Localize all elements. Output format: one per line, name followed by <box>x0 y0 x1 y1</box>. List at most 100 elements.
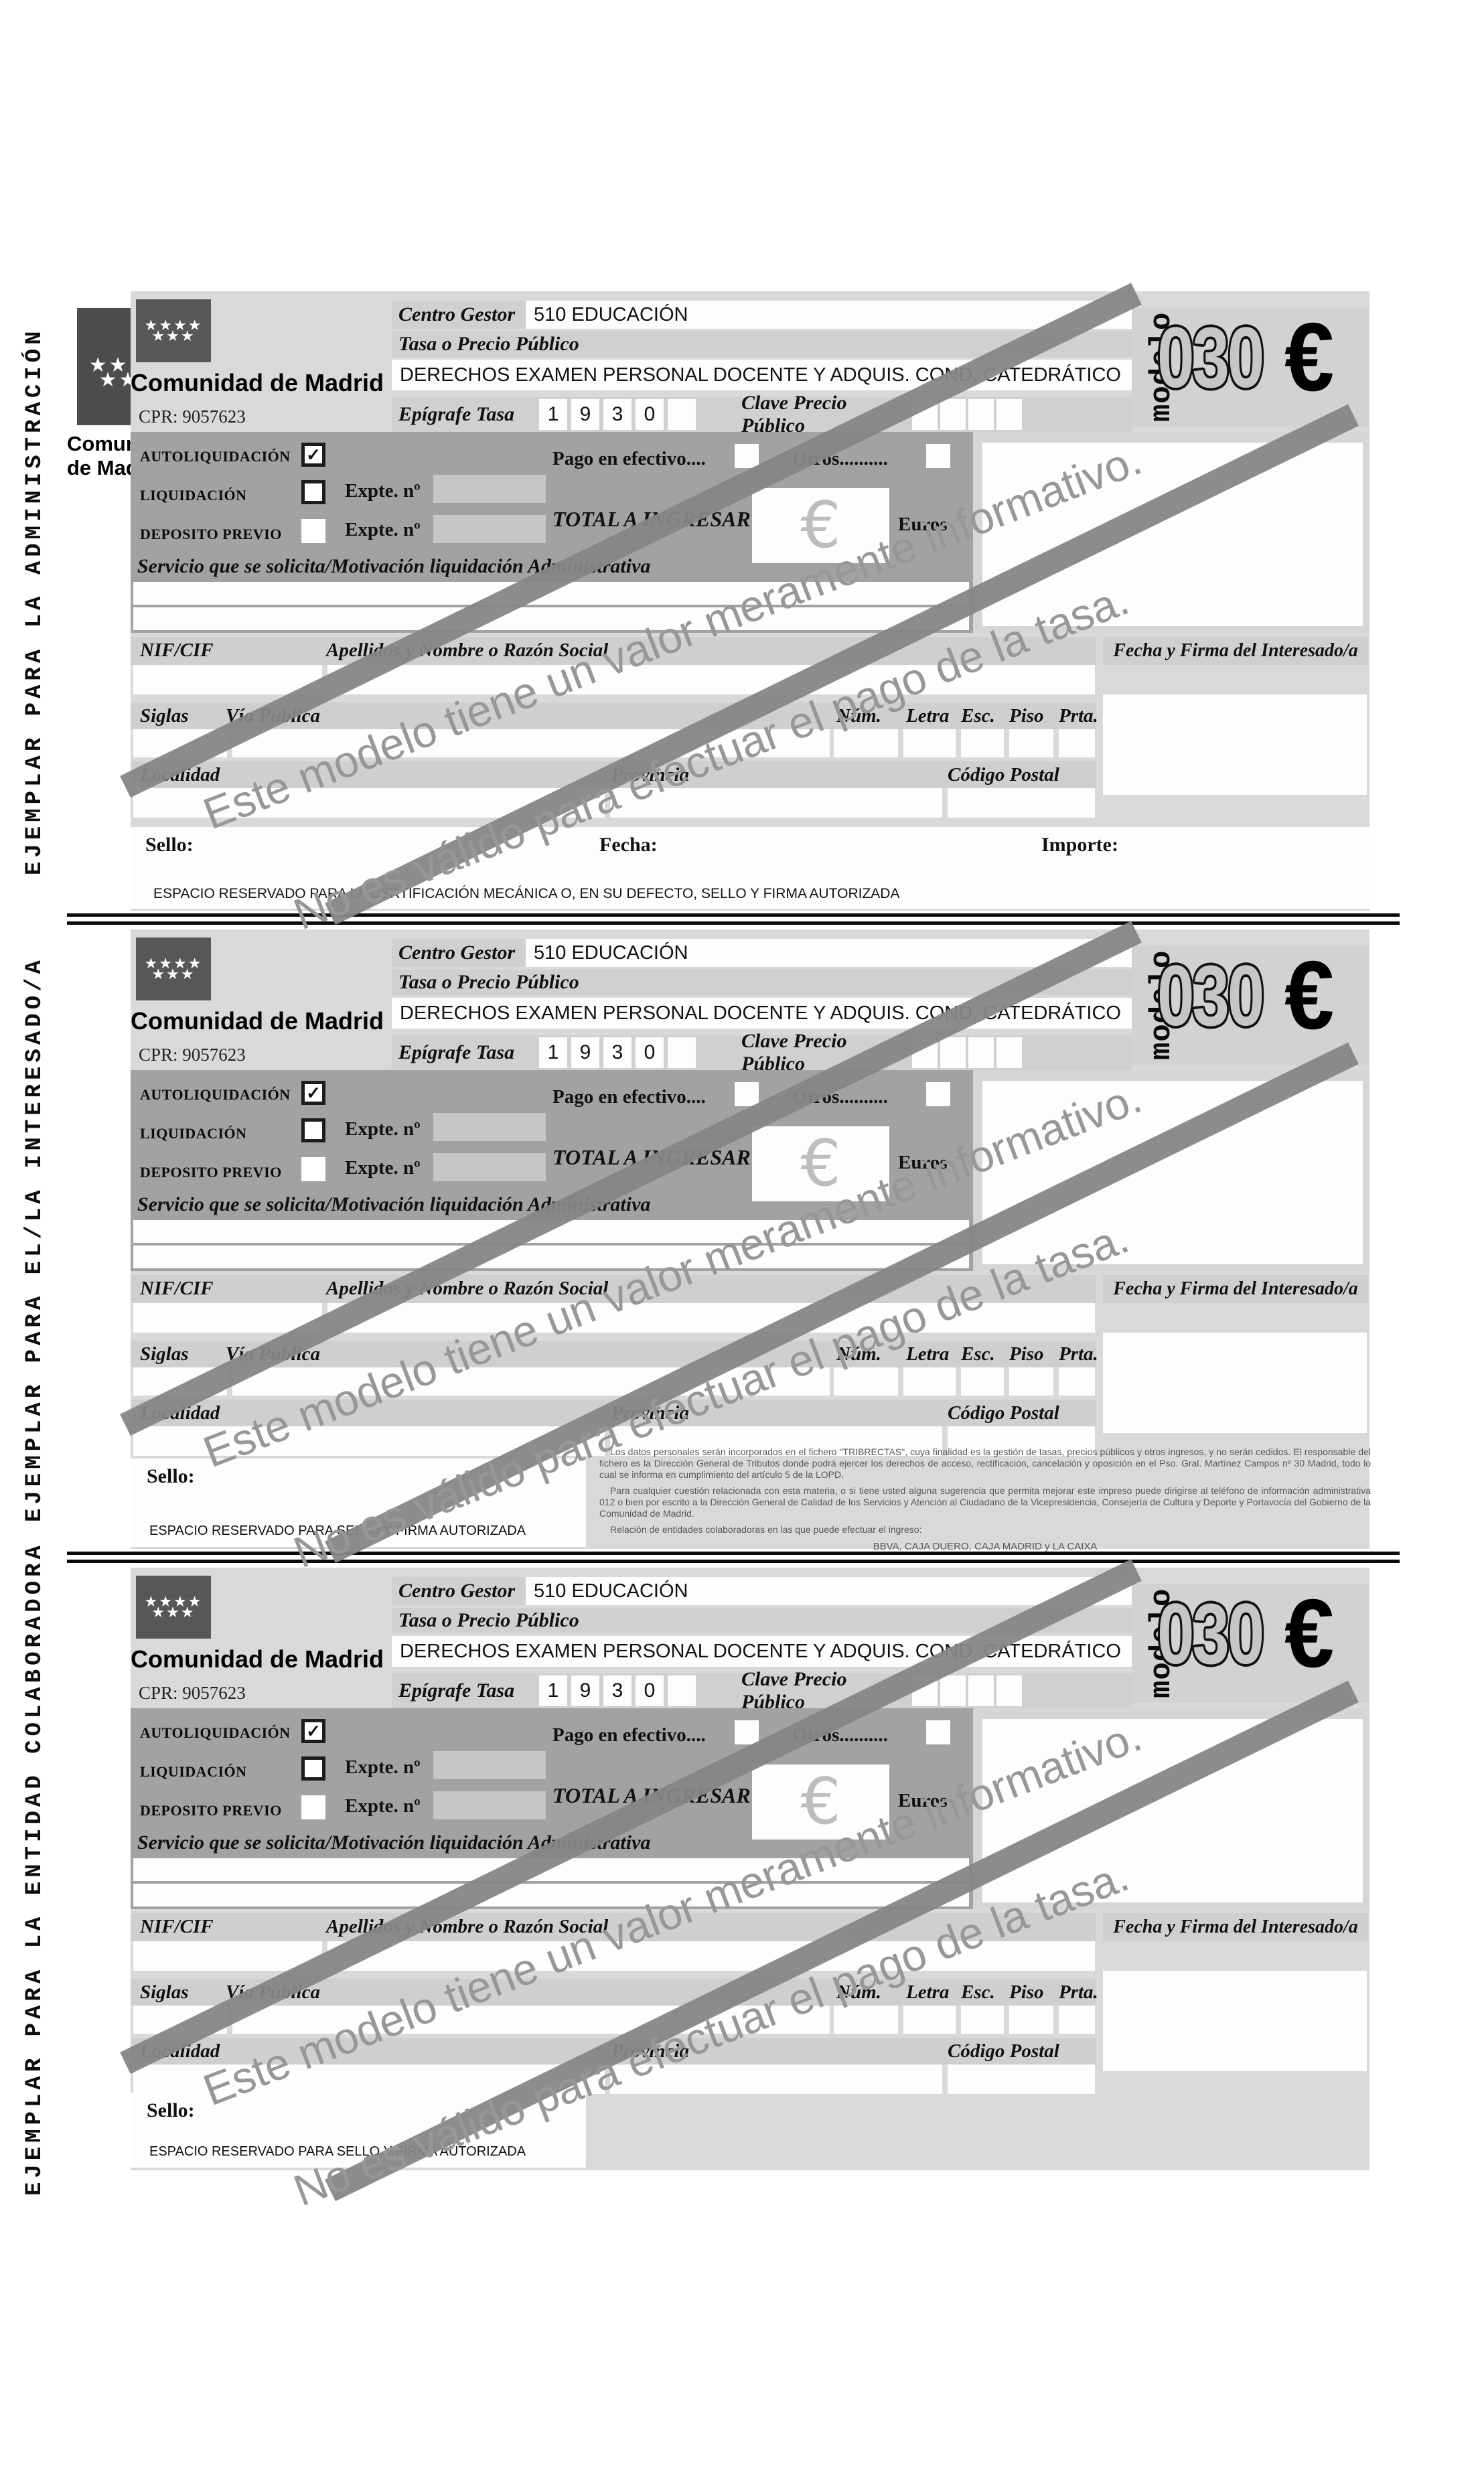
prta-field[interactable] <box>1059 729 1095 757</box>
concepto-value[interactable]: DERECHOS EXAMEN PERSONAL DOCENTE Y ADQUI… <box>392 360 1132 390</box>
epigrafe-digit-box[interactable]: 9 <box>571 399 599 430</box>
deposito-previo-checkbox[interactable] <box>301 1157 325 1181</box>
liquidacion-checkbox[interactable] <box>301 1756 325 1781</box>
liquidacion-checkbox[interactable] <box>301 1118 325 1142</box>
letra-field[interactable] <box>903 2006 956 2034</box>
apellidos-field[interactable] <box>327 665 1095 694</box>
concepto-value[interactable]: DERECHOS EXAMEN PERSONAL DOCENTE Y ADQUI… <box>392 998 1132 1029</box>
fecha-firma-box[interactable] <box>1103 1971 1367 2071</box>
liquidacion-label: LIQUIDACIÓN <box>140 1125 247 1142</box>
brand-title: Comunidad de Madrid <box>131 369 384 396</box>
letra-field[interactable] <box>903 729 956 757</box>
clave-digit-box[interactable] <box>968 399 994 430</box>
expte-label: Expte. nº <box>345 1756 421 1778</box>
num-field[interactable] <box>834 2006 898 2034</box>
blank-box[interactable] <box>982 1719 1363 1902</box>
fecha-firma-box[interactable] <box>1103 1333 1367 1433</box>
epigrafe-digit-box[interactable]: 3 <box>603 1675 632 1706</box>
via-publica-field[interactable] <box>232 729 830 757</box>
epigrafe-digit-box[interactable]: 9 <box>571 1037 599 1068</box>
esc-field[interactable] <box>961 729 1004 757</box>
clave-digit-box[interactable] <box>968 1675 994 1706</box>
liquidacion-checkbox[interactable] <box>301 480 325 504</box>
concepto-value[interactable]: DERECHOS EXAMEN PERSONAL DOCENTE Y ADQUI… <box>392 1636 1132 1667</box>
epigrafe-digit-box[interactable]: 9 <box>571 1675 599 1706</box>
expte-field[interactable] <box>433 1113 546 1141</box>
expte-field[interactable] <box>433 515 546 543</box>
clave-digit-box[interactable] <box>996 399 1022 430</box>
centro-gestor-value[interactable]: 510 EDUCACIÓN <box>526 1577 1132 1605</box>
codigo-postal-field[interactable] <box>948 788 1095 818</box>
prta-field[interactable] <box>1059 2006 1095 2034</box>
apellidos-field[interactable] <box>327 1303 1095 1333</box>
epigrafe-digit-box[interactable]: 1 <box>539 399 567 430</box>
via-publica-field[interactable] <box>232 1367 830 1396</box>
total-amount-field[interactable]: € <box>752 488 889 563</box>
esc-field[interactable] <box>961 2006 1004 2034</box>
epigrafe-digit-box[interactable] <box>668 1675 696 1706</box>
otros-checkbox[interactable] <box>926 1082 950 1106</box>
pago-efectivo-checkbox[interactable] <box>735 1082 759 1106</box>
nif-cif-field[interactable] <box>133 665 322 694</box>
prta-field[interactable] <box>1059 1367 1095 1396</box>
right-panel <box>973 432 1369 633</box>
provincia-field[interactable] <box>610 1426 942 1456</box>
clave-digit-box[interactable] <box>940 399 966 430</box>
blank-box[interactable] <box>982 443 1363 626</box>
clave-digit-box[interactable] <box>940 1675 966 1706</box>
via-publica-field[interactable] <box>232 2006 830 2034</box>
otros-checkbox[interactable] <box>926 1720 950 1744</box>
clave-digit-box[interactable] <box>996 1037 1022 1068</box>
total-amount-field[interactable]: € <box>752 1126 889 1201</box>
nif-cif-field[interactable] <box>133 1303 322 1333</box>
codigo-postal-field[interactable] <box>948 2065 1095 2094</box>
modelo-number: 030 <box>1157 1586 1264 1682</box>
expte-field[interactable] <box>433 475 546 503</box>
centro-gestor-value[interactable]: 510 EDUCACIÓN <box>526 939 1132 967</box>
blank-box[interactable] <box>982 1081 1363 1264</box>
pago-efectivo-checkbox[interactable] <box>735 444 759 468</box>
servicio-input-row[interactable] <box>133 1246 969 1268</box>
cpr-code: CPR: 9057623 <box>139 1683 246 1703</box>
epigrafe-digit-box[interactable] <box>668 399 696 430</box>
esc-field[interactable] <box>961 1367 1004 1396</box>
total-amount-field[interactable]: € <box>752 1765 889 1840</box>
epigrafe-digit-box[interactable]: 0 <box>636 1675 664 1706</box>
epigrafe-digit-box[interactable]: 0 <box>636 399 664 430</box>
piso-field[interactable] <box>1009 729 1053 757</box>
autoliquidacion-checkbox[interactable]: ✓ <box>301 1719 325 1743</box>
servicio-input-row[interactable] <box>133 1884 969 1906</box>
nif-cif-field[interactable] <box>133 1941 322 1971</box>
codigo-postal-field[interactable] <box>948 1426 1095 1456</box>
clave-digit-box[interactable] <box>940 1037 966 1068</box>
epigrafe-digit-box[interactable]: 3 <box>603 1037 632 1068</box>
centro-gestor-value[interactable]: 510 EDUCACIÓN <box>526 301 1132 329</box>
piso-field[interactable] <box>1009 2006 1053 2034</box>
clave-digit-box[interactable] <box>996 1675 1022 1706</box>
apellidos-field[interactable] <box>327 1941 1095 1971</box>
epigrafe-digit-box[interactable]: 0 <box>636 1037 664 1068</box>
servicio-input-row[interactable] <box>133 607 969 630</box>
fecha-firma-box[interactable] <box>1103 694 1367 795</box>
clave-digit-box[interactable] <box>968 1037 994 1068</box>
pago-efectivo-checkbox[interactable] <box>735 1720 759 1744</box>
num-field[interactable] <box>834 1367 898 1396</box>
expte-field[interactable] <box>433 1153 546 1181</box>
epigrafe-digit-box[interactable]: 3 <box>603 399 632 430</box>
epigrafe-digit-box[interactable]: 1 <box>539 1675 567 1706</box>
letra-field[interactable] <box>903 1367 956 1396</box>
epigrafe-digit-box[interactable]: 1 <box>539 1037 567 1068</box>
expte-field[interactable] <box>433 1751 546 1779</box>
epigrafe-digit-box[interactable] <box>668 1037 696 1068</box>
expte-field[interactable] <box>433 1791 546 1819</box>
deposito-previo-checkbox[interactable] <box>301 519 325 543</box>
autoliquidacion-checkbox[interactable]: ✓ <box>301 1081 325 1105</box>
otros-checkbox[interactable] <box>926 444 950 468</box>
modelo-030-panel: modelo 030 € <box>1132 946 1369 1065</box>
provincia-field[interactable] <box>610 788 942 818</box>
provincia-field[interactable] <box>610 2065 942 2094</box>
autoliquidacion-checkbox[interactable]: ✓ <box>301 443 325 467</box>
deposito-previo-checkbox[interactable] <box>301 1795 325 1819</box>
piso-field[interactable] <box>1009 1367 1053 1396</box>
num-field[interactable] <box>834 729 898 757</box>
